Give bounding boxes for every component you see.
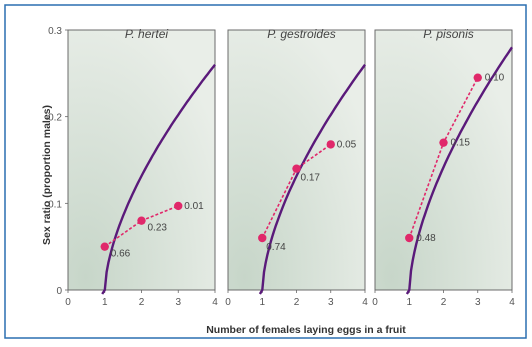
- data-label: 0.15: [451, 138, 471, 149]
- panel-3: P. pisonis 0 1 2 3 4 0.48 0.15 0.10: [372, 27, 515, 308]
- x-tick-label: 1: [406, 297, 412, 308]
- data-point: [439, 138, 448, 147]
- data-label: 0.05: [337, 139, 357, 150]
- data-point: [292, 164, 301, 173]
- theory-curve: [405, 46, 513, 295]
- x-tick-label: 1: [102, 297, 108, 308]
- panel-2: P. gestroides 0 1 2 3 4 0.74 0.17 0.05: [225, 27, 368, 308]
- data-point: [405, 233, 414, 243]
- figure-border: [4, 4, 527, 339]
- data-label: 0.48: [416, 233, 436, 244]
- x-tick-label: 3: [175, 297, 181, 308]
- x-tick-label: 2: [139, 297, 145, 308]
- data-label: 0.74: [266, 242, 286, 253]
- x-tick-label: 0: [65, 297, 71, 308]
- x-axis-label: Number of females laying eggs in a fruit: [206, 324, 406, 336]
- x-tick-label: 0: [372, 297, 378, 308]
- x-tick-label: 3: [328, 297, 334, 308]
- x-tick-label: 4: [509, 297, 515, 308]
- panel-title: P. hertei: [125, 27, 168, 41]
- data-point: [100, 242, 109, 251]
- panel-background: [67, 29, 216, 291]
- y-tick-label: 0: [56, 286, 62, 297]
- data-label: 0.10: [485, 73, 505, 84]
- y-tick-label: 0.1: [48, 199, 62, 210]
- x-tick-label: 2: [441, 297, 447, 308]
- data-point: [326, 140, 335, 149]
- panel-background: [227, 29, 366, 291]
- data-label: 0.17: [301, 173, 321, 184]
- panel-background: [374, 29, 513, 291]
- data-point: [258, 233, 267, 243]
- data-label: 0.23: [148, 223, 168, 234]
- x-tick-label: 4: [362, 297, 368, 308]
- y-tick-label: 0.3: [48, 26, 62, 37]
- theory-curve: [258, 63, 366, 295]
- panel-1: P. hertei 0 1 2 3 4 0 0.1 0.2 0.3 0.66 0.23 0.01: [48, 26, 218, 308]
- data-label: 0.66: [111, 249, 131, 260]
- data-point: [174, 201, 183, 211]
- x-tick-label: 2: [294, 297, 300, 308]
- x-tick-label: 4: [212, 297, 218, 308]
- panel-title: P. gestroides: [267, 27, 336, 41]
- data-point: [137, 216, 146, 225]
- y-tick-label: 0.2: [48, 113, 62, 124]
- panel-title: P. pisonis: [423, 27, 473, 41]
- x-tick-label: 3: [475, 297, 481, 308]
- x-tick-label: 1: [259, 297, 265, 308]
- y-axis-label: Sex ratio (proportion males): [41, 105, 53, 245]
- data-label: 0.01: [184, 201, 204, 212]
- theory-curve: [101, 63, 216, 295]
- x-tick-label: 0: [225, 297, 231, 308]
- data-point: [473, 73, 482, 82]
